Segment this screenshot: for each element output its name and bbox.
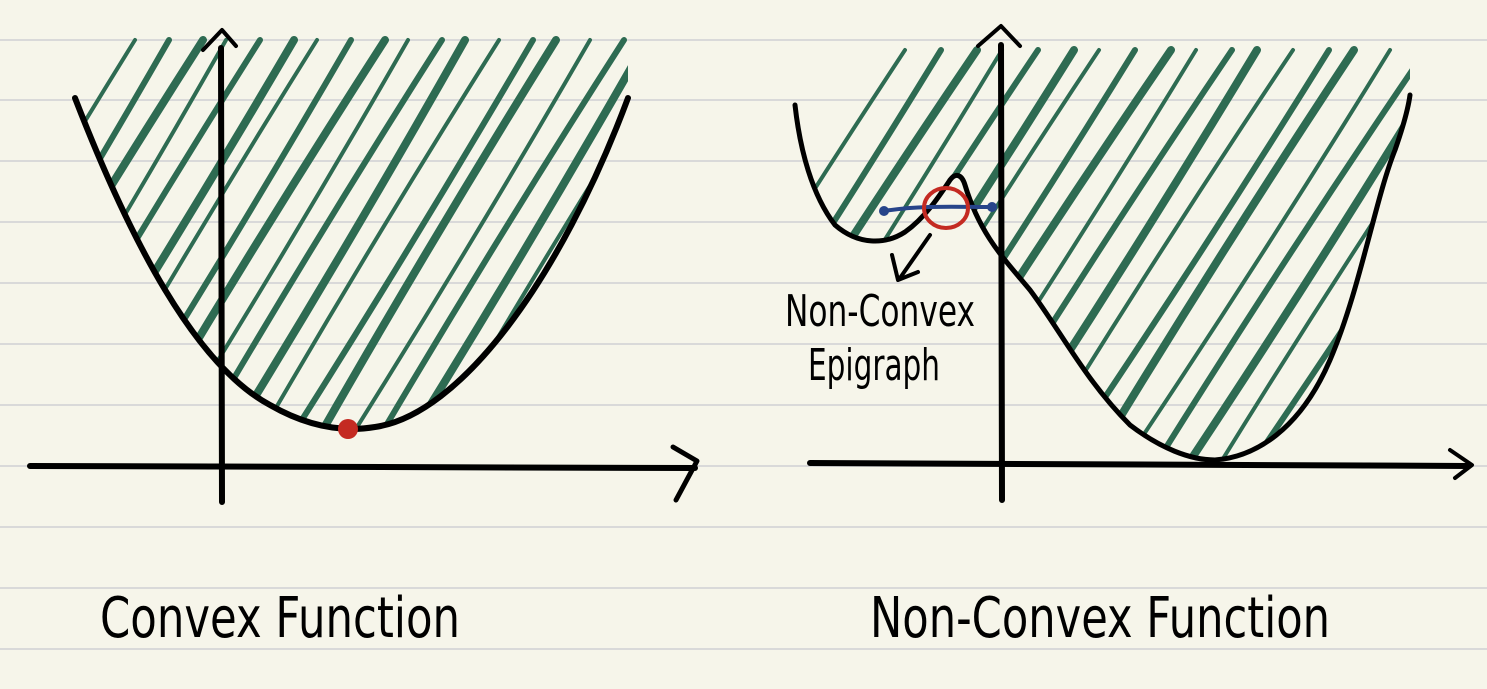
convex-curve [72,95,631,432]
hatch-stroke [795,46,981,460]
hatch-stroke [75,38,137,429]
hatch-stroke [1310,48,1410,460]
annotation-line-2: Epigraph [808,340,940,391]
hatch-stroke [296,36,560,429]
chord-segment [879,202,997,216]
annotation-line-1: Non-Convex [785,286,975,337]
ruled-lines [0,39,1487,650]
hatch-stroke [1341,47,1410,460]
minimum-point-dot [338,419,358,439]
hatch-stroke [795,47,944,460]
hatch-stroke [795,48,1004,460]
hatch-stroke [267,37,536,429]
convex-caption: Convex Function [100,586,460,651]
nonconvex-y-axis [998,42,1005,503]
nonconvex-curve [792,92,1413,463]
hatch-stroke [1180,46,1410,460]
hatch-stroke [1149,47,1410,460]
annotation-arrow [890,233,932,282]
hatch-stroke [1372,46,1410,460]
nonconvex-highlight-circle [922,186,970,230]
convex-y-axis [218,45,225,505]
convex-y-axis-arrowhead [201,28,238,52]
nonconvex-y-axis-arrowhead [976,24,1022,48]
convex-x-axis [27,463,698,471]
hatch-stroke [357,37,627,429]
hatch-stroke [75,37,172,429]
convex-panel: Convex Function [27,28,700,651]
convex-x-axis-arrowhead [670,444,700,503]
hatch-stroke [1118,48,1392,460]
nonconvex-caption: Non-Convex Function [870,586,1330,651]
hatch-stroke [795,48,907,460]
hatch-stroke [1214,48,1410,460]
nonconvex-epigraph-hatching [795,46,1410,460]
hatch-stroke [328,38,592,429]
nonconvex-panel: Non-Convex Epigraph Non-Convex Function [785,24,1474,651]
nonconvex-x-axis-arrowhead [1448,448,1474,480]
nonconvex-x-axis [807,460,1471,469]
hatch-stroke [75,36,207,429]
hatch-stroke [1084,46,1358,460]
hatch-stroke [75,36,298,429]
